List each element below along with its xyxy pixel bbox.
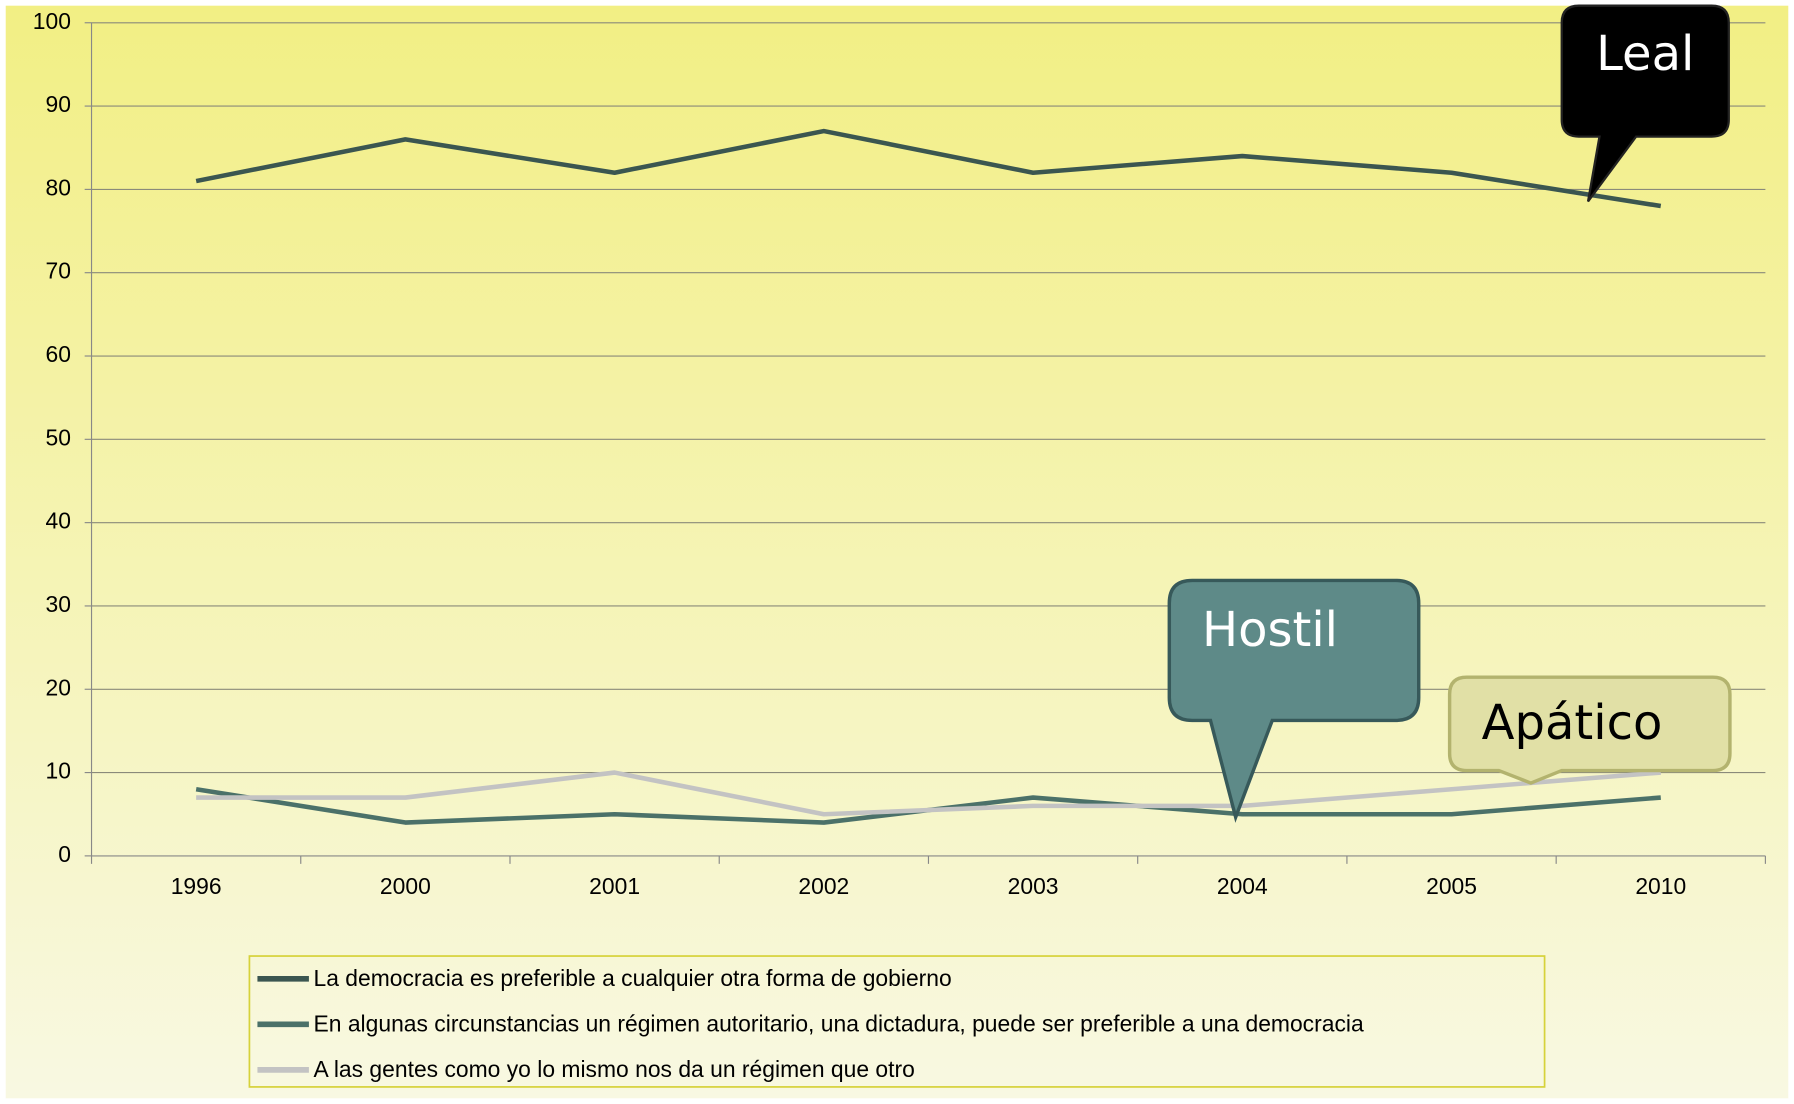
x-tick-label: 1996 [171,873,222,899]
callout-text: Hostil [1202,603,1338,658]
series-line [195,128,1662,209]
y-tick-label: 0 [58,841,71,867]
y-tick-label: 30 [45,591,70,617]
y-tick-label: 10 [45,758,70,784]
x-tick-label: 2002 [798,873,849,899]
x-tick-label: 2003 [1008,873,1059,899]
y-tick-label: 40 [45,508,70,534]
callout-apatico: Apático [1447,675,1732,785]
legend-box [248,955,1546,1088]
y-tick-label: 20 [45,674,70,700]
callout-text: Apático [1482,696,1663,751]
callout-leal: Leal [1560,4,1730,203]
y-tick-label: 50 [45,424,70,450]
legend-label: En algunas circunstancias un régimen aut… [313,1011,1364,1037]
series-line [196,770,1661,817]
y-tick-label: 70 [45,258,70,284]
x-tick-label: 2001 [589,873,640,899]
callout-hostil: Hostil [1167,578,1421,823]
y-tick-label: 80 [45,174,70,200]
y-tick-label: 60 [45,341,70,367]
legend-label: La democracia es preferible a cualquier … [313,965,951,991]
chart-background [5,5,1789,1099]
legend-label: A las gentes como yo lo mismo nos da un … [313,1056,914,1082]
y-tick-label: 90 [45,91,70,117]
callout-text: Leal [1596,27,1694,82]
lines [195,128,1662,825]
x-tick-label: 2004 [1217,873,1268,899]
x-tick-label: 2000 [380,873,431,899]
x-tick-label: 2010 [1635,873,1686,899]
x-tick-label: 2005 [1426,873,1477,899]
y-tick-label: 100 [33,8,71,34]
legend: A las gentes como yo lo mismo nos da un … [257,965,1364,1082]
